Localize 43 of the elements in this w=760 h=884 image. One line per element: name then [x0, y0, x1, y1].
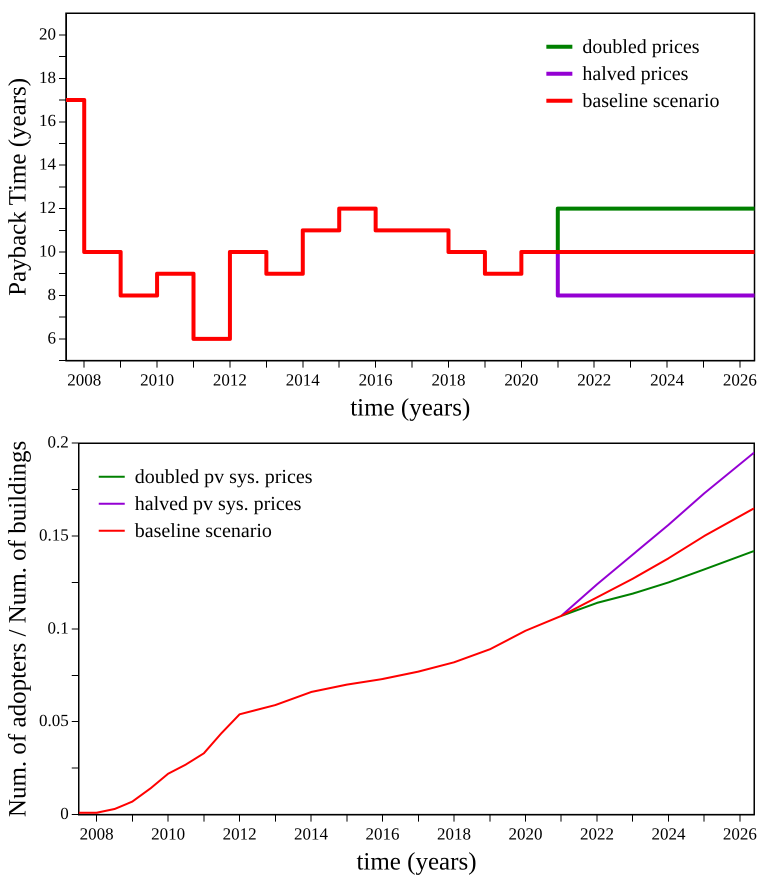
y-tick-label: 0 [60, 804, 69, 824]
x-tick-label: 2020 [504, 370, 538, 390]
y-tick-label: 0.05 [39, 711, 69, 730]
x-tick-label: 2008 [80, 824, 114, 844]
y-tick-label: 18 [39, 68, 56, 87]
legend-label: halved prices [582, 62, 689, 85]
x-tick-label: 2020 [508, 824, 542, 844]
legend-label: doubled pv sys. prices [134, 466, 313, 488]
x-tick-label: 2022 [577, 370, 612, 390]
y-tick-label: 16 [39, 111, 56, 130]
y-axis-title: Payback Time (years) [4, 78, 32, 296]
y-axis-title: Num. of adopters / Num. of buildings [4, 440, 32, 818]
legend-label: halved pv sys. prices [134, 492, 302, 515]
y-tick-label: 10 [39, 242, 56, 261]
y-tick-label: 12 [39, 198, 56, 218]
x-tick-label: 2012 [212, 370, 247, 390]
x-tick-label: 2010 [140, 370, 174, 390]
x-tick-label: 2008 [67, 370, 102, 390]
x-tick-label: 2018 [432, 370, 466, 390]
y-tick-label: 6 [48, 328, 56, 348]
x-axis-title: time (years) [350, 394, 470, 422]
x-tick-label: 2010 [151, 824, 186, 844]
x-tick-label: 2016 [366, 824, 400, 844]
x-tick-label: 2026 [722, 824, 757, 844]
x-tick-label: 2024 [650, 370, 685, 390]
y-tick-label: 0.15 [39, 526, 69, 545]
y-tick-label: 20 [39, 24, 56, 44]
legend-label: doubled prices [582, 36, 700, 58]
x-tick-label: 2012 [222, 824, 257, 844]
y-tick-label: 0.1 [48, 618, 69, 638]
x-tick-label: 2024 [651, 824, 686, 844]
x-tick-label: 2018 [437, 824, 472, 844]
x-tick-label: 2022 [580, 824, 614, 844]
x-tick-label: 2014 [294, 824, 329, 844]
x-axis-title: time (years) [356, 848, 477, 876]
y-tick-label: 8 [48, 284, 56, 304]
y-tick-label: 0.2 [48, 432, 69, 452]
x-tick-label: 2026 [722, 370, 757, 390]
legend-label: baseline scenario [582, 90, 720, 112]
y-tick-label: 14 [39, 154, 56, 174]
legend-label: baseline scenario [134, 520, 272, 542]
x-tick-label: 2016 [358, 370, 393, 390]
x-tick-label: 2014 [286, 370, 320, 390]
